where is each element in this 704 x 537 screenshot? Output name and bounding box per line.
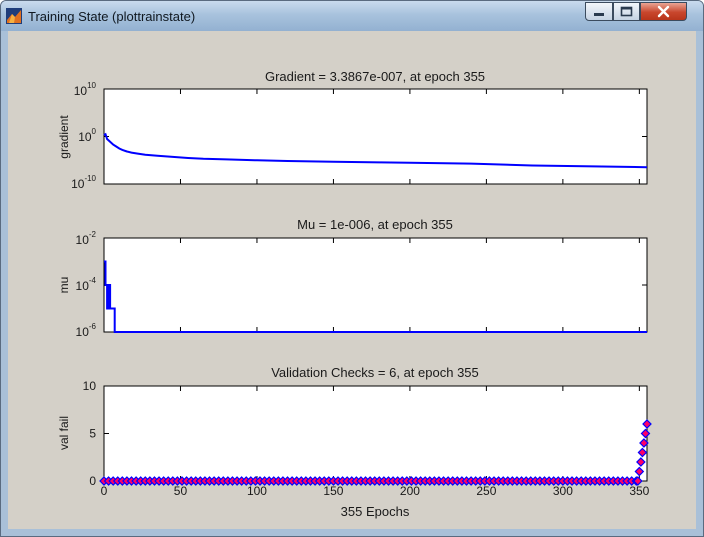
maximize-icon bbox=[620, 6, 633, 17]
x-tick-label-1: 50 bbox=[174, 484, 188, 498]
validation-plot-title: Validation Checks = 6, at epoch 355 bbox=[271, 365, 479, 380]
mu-y-tick-1e-6: 10-6 bbox=[76, 322, 97, 339]
gradient-y-tick-1e0: 100 bbox=[78, 127, 96, 144]
val-fail-marker-119 bbox=[636, 457, 646, 467]
mu-plot-title: Mu = 1e-006, at epoch 355 bbox=[297, 217, 453, 232]
mu-y-tick-1e-4: 10-4 bbox=[76, 276, 97, 293]
gradient-y-tick-1e-10-exp: -10 bbox=[84, 174, 96, 183]
gradient-series-line bbox=[103, 132, 648, 169]
val-fail-marker-121 bbox=[639, 438, 649, 448]
x-tick-label-2: 100 bbox=[247, 484, 267, 498]
training-state-plots: Gradient = 3.3867e-007, at epoch 355 gra… bbox=[57, 69, 652, 519]
validation-markers bbox=[99, 419, 652, 486]
gradient-y-tick-1e-10: 10-10 bbox=[71, 174, 96, 191]
figure-canvas: Gradient = 3.3867e-007, at epoch 355 gra… bbox=[8, 31, 696, 529]
val-fail-marker-120 bbox=[637, 447, 648, 458]
gradient-y-tick-1e10: 1010 bbox=[74, 81, 97, 98]
val-fail-marker-118 bbox=[634, 466, 645, 477]
x-tick-label-3: 150 bbox=[323, 484, 343, 498]
gradient-plot: Gradient = 3.3867e-007, at epoch 355 gra… bbox=[57, 69, 648, 191]
gradient-axes-box bbox=[103, 88, 648, 185]
x-tick-label-6: 300 bbox=[553, 484, 573, 498]
minimize-icon bbox=[594, 13, 604, 16]
close-icon bbox=[657, 5, 670, 18]
gradient-plot-title: Gradient = 3.3867e-007, at epoch 355 bbox=[265, 69, 485, 84]
mu-y-tick-1e-2-exp: -2 bbox=[89, 230, 97, 239]
close-button[interactable] bbox=[640, 2, 687, 21]
x-tick-label-4: 200 bbox=[400, 484, 420, 498]
maximize-button[interactable] bbox=[613, 2, 640, 21]
minimize-button[interactable] bbox=[585, 2, 613, 21]
gradient-y-label: gradient bbox=[57, 115, 71, 159]
gradient-y-tick-1e0-exp: 0 bbox=[92, 127, 97, 136]
val-fail-marker-122 bbox=[640, 428, 651, 439]
validation-x-label: 355 Epochs bbox=[341, 504, 410, 519]
x-tick-label-5: 250 bbox=[476, 484, 496, 498]
mu-axes-box bbox=[103, 237, 648, 333]
window-title: Training State (plottrainstate) bbox=[28, 9, 196, 24]
mu-series-line bbox=[104, 260, 647, 333]
val-y-tick-label-1: 5 bbox=[89, 427, 96, 441]
matlab-figure-icon bbox=[6, 8, 22, 24]
x-tick-label-0: 0 bbox=[101, 484, 108, 498]
gradient-y-tick-1e10-exp: 10 bbox=[87, 81, 96, 90]
x-tick-label-7: 350 bbox=[629, 484, 649, 498]
mu-y-label: mu bbox=[57, 277, 71, 294]
mu-y-tick-1e-4-exp: -4 bbox=[89, 276, 97, 285]
mu-y-tick-1e-2: 10-2 bbox=[76, 230, 97, 247]
gradient-x-ticks bbox=[103, 89, 640, 184]
val-fail-marker-123 bbox=[642, 419, 652, 429]
val-y-tick-label-2: 10 bbox=[83, 379, 97, 393]
val-y-tick-label-0: 0 bbox=[89, 474, 96, 488]
gradient-y-tick-marks bbox=[104, 88, 647, 185]
title-bar[interactable]: Training State (plottrainstate) bbox=[1, 1, 703, 31]
val-fail-marker-117 bbox=[632, 476, 643, 486]
validation-x-ticks: 0 50 100 150 200 250 300 350 bbox=[101, 386, 650, 498]
mu-y-tick-1e-6-exp: -6 bbox=[89, 322, 97, 331]
validation-plot: Validation Checks = 6, at epoch 355 val … bbox=[57, 365, 652, 519]
validation-axes-box bbox=[103, 385, 648, 482]
validation-y-label: val fail bbox=[57, 416, 71, 450]
mu-plot: Mu = 1e-006, at epoch 355 mu 10-2 10-4 1… bbox=[57, 217, 648, 339]
